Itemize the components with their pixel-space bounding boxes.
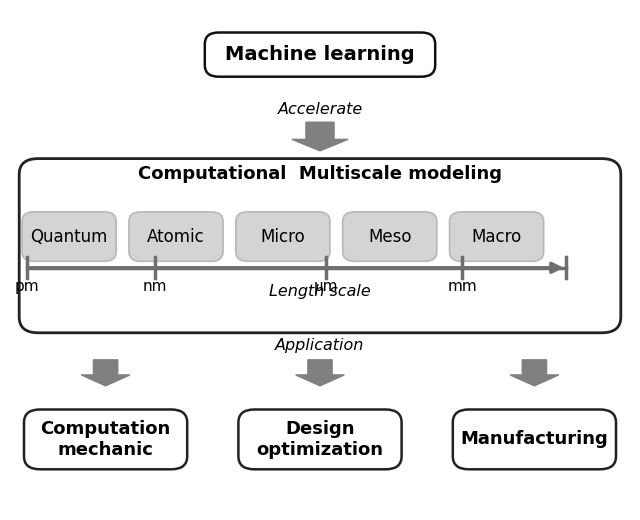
Text: Machine learning: Machine learning — [225, 45, 415, 64]
Text: μm: μm — [314, 279, 338, 294]
Text: Design
optimization: Design optimization — [257, 420, 383, 459]
Text: Micro: Micro — [260, 228, 305, 245]
Polygon shape — [292, 122, 348, 151]
FancyBboxPatch shape — [24, 410, 187, 469]
FancyBboxPatch shape — [129, 212, 223, 261]
FancyBboxPatch shape — [453, 410, 616, 469]
Text: Application: Application — [275, 339, 365, 353]
Text: Computational  Multiscale modeling: Computational Multiscale modeling — [138, 165, 502, 183]
FancyBboxPatch shape — [343, 212, 437, 261]
Polygon shape — [296, 360, 344, 386]
Text: Macro: Macro — [472, 228, 522, 245]
Text: nm: nm — [143, 279, 167, 294]
FancyBboxPatch shape — [450, 212, 544, 261]
Text: Computation
mechanic: Computation mechanic — [40, 420, 171, 459]
Polygon shape — [510, 360, 559, 386]
Text: pm: pm — [15, 279, 39, 294]
FancyBboxPatch shape — [239, 410, 402, 469]
FancyBboxPatch shape — [236, 212, 330, 261]
FancyBboxPatch shape — [19, 159, 621, 333]
Text: Meso: Meso — [368, 228, 412, 245]
Text: Quantum: Quantum — [31, 228, 108, 245]
Text: Manufacturing: Manufacturing — [461, 431, 608, 448]
Text: Accelerate: Accelerate — [277, 102, 363, 116]
Text: mm: mm — [447, 279, 477, 294]
FancyBboxPatch shape — [205, 32, 435, 76]
Text: Length scale: Length scale — [269, 284, 371, 298]
Text: Atomic: Atomic — [147, 228, 205, 245]
Polygon shape — [81, 360, 130, 386]
FancyBboxPatch shape — [22, 212, 116, 261]
